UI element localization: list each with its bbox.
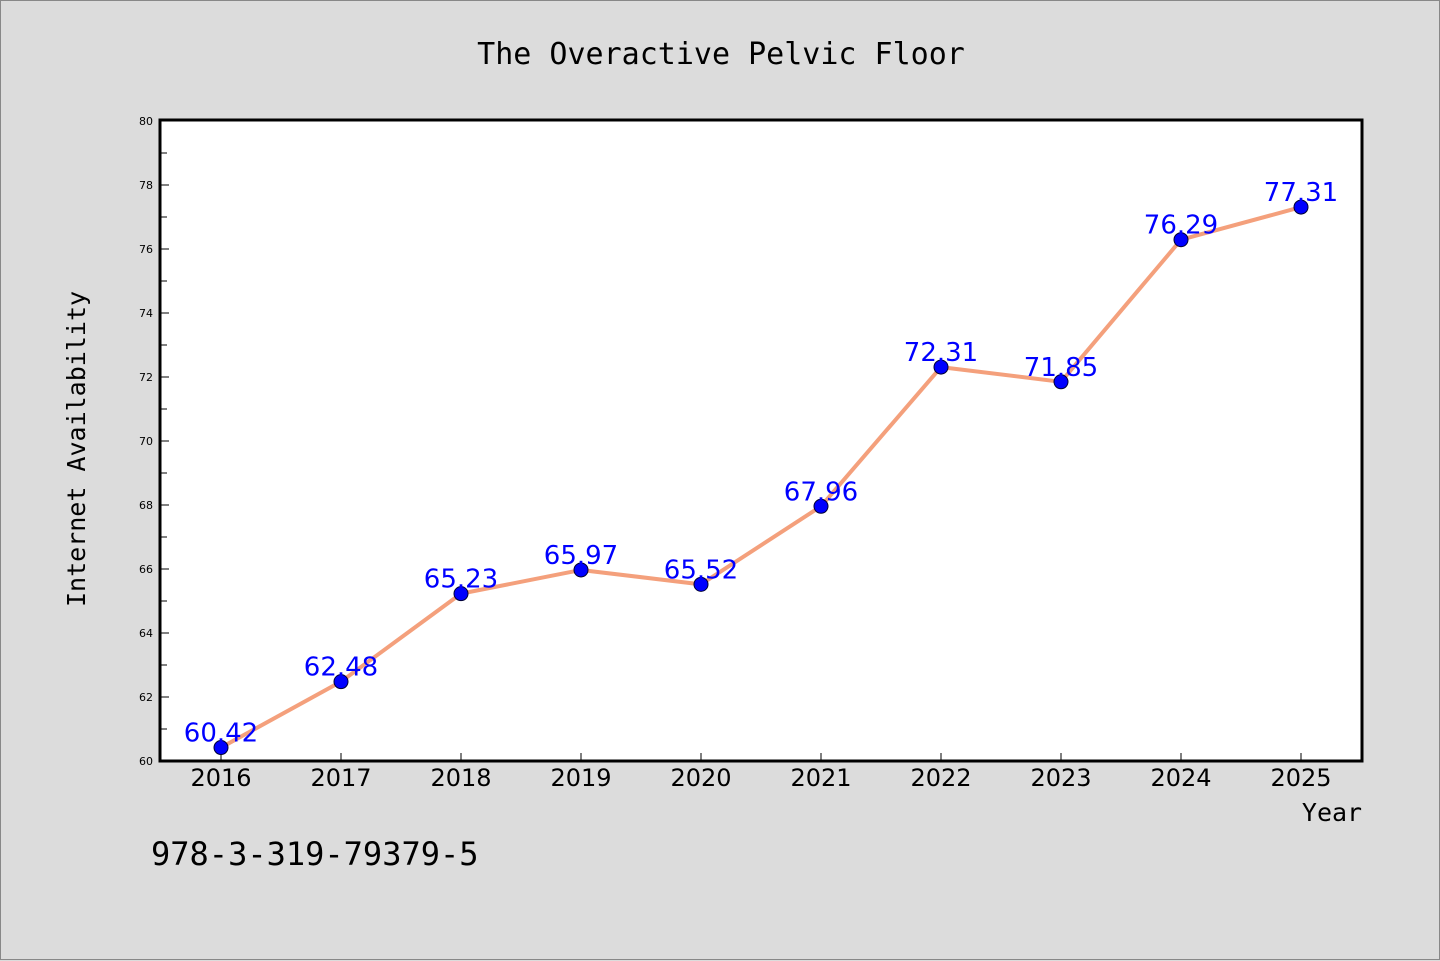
y-axis-title: Internet Availability [62, 291, 91, 607]
y-tick-label: 60 [139, 755, 153, 768]
y-tick-label: 68 [139, 499, 153, 512]
series-line [220, 205, 1302, 750]
data-label: 65.52 [664, 555, 738, 585]
data-label: 77.31 [1264, 178, 1338, 208]
x-tick-label: 2018 [430, 764, 491, 792]
x-axis-title: Year [1302, 798, 1362, 827]
y-axis: 60 62 64 66 68 70 72 74 76 78 80 [139, 115, 169, 768]
y-tick-label: 66 [139, 563, 153, 576]
data-point [813, 498, 829, 514]
y-tick-label: 70 [139, 435, 153, 448]
y-tick-label: 78 [139, 179, 153, 192]
y-tick-label: 64 [139, 627, 153, 640]
data-point [213, 740, 229, 756]
y-tick-label: 62 [139, 691, 153, 704]
data-label: 72.31 [904, 338, 978, 368]
data-point [933, 359, 949, 375]
x-tick-label: 2024 [1150, 764, 1211, 792]
isbn-footnote: 978-3-319-79379-5 [151, 835, 479, 873]
data-label: 62.48 [304, 653, 378, 683]
x-tick-label: 2021 [790, 764, 851, 792]
data-point [693, 576, 709, 592]
y-tick-label: 76 [139, 243, 153, 256]
x-tick-label: 2020 [670, 764, 731, 792]
data-label: 65.97 [544, 541, 618, 571]
x-tick-label: 2022 [910, 764, 971, 792]
data-point [1293, 199, 1309, 215]
data-label: 65.23 [424, 565, 498, 595]
data-point [573, 562, 589, 578]
y-tick-label: 74 [139, 307, 153, 320]
data-point [1053, 374, 1069, 390]
chart-title: The Overactive Pelvic Floor [477, 37, 965, 72]
x-tick-label: 2016 [190, 764, 251, 792]
x-tick-label: 2019 [550, 764, 611, 792]
series-markers [213, 199, 1309, 756]
data-label: 67.96 [784, 477, 858, 507]
data-point [453, 586, 469, 602]
x-tick-label: 2017 [310, 764, 371, 792]
data-label: 76.29 [1144, 211, 1218, 241]
data-point [333, 674, 349, 690]
data-labels: 60.42 62.48 65.23 65.97 65.52 67.96 72.31 71.85… [184, 178, 1338, 748]
data-point [1173, 232, 1189, 248]
x-axis: 2016 2017 2018 2019 2020 2021 2022 2023 2024 2025 [190, 753, 1332, 792]
data-label: 71.85 [1024, 353, 1098, 383]
y-tick-label: 72 [139, 371, 153, 384]
data-label: 60.42 [184, 719, 258, 749]
plot-area [158, 118, 1364, 763]
y-tick-label: 80 [139, 115, 153, 128]
x-tick-label: 2023 [1030, 764, 1091, 792]
x-tick-label: 2025 [1270, 764, 1331, 792]
